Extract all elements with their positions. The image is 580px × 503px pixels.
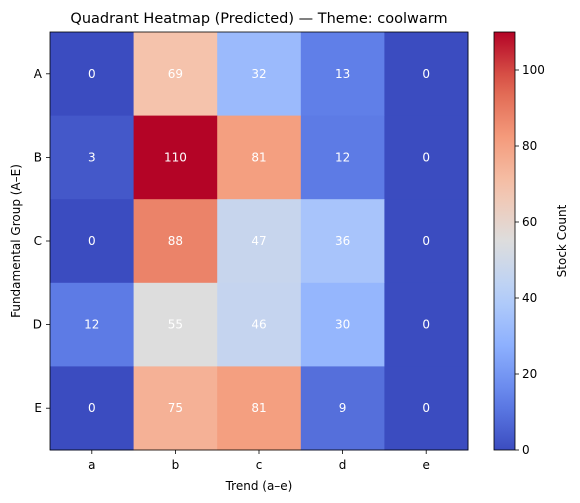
heatmap-cell-A-e bbox=[384, 32, 469, 117]
cell-value-label: 9 bbox=[339, 401, 347, 415]
chart-title: Quadrant Heatmap (Predicted) — Theme: co… bbox=[70, 11, 447, 27]
y-tick-label: A bbox=[34, 67, 43, 81]
heatmap-cell-C-e bbox=[384, 199, 469, 284]
colorbar-tick-label: 0 bbox=[522, 443, 530, 457]
cell-value-label: 0 bbox=[422, 401, 430, 415]
heatmap-cell-E-c bbox=[217, 366, 302, 451]
cell-value-label: 32 bbox=[251, 67, 266, 81]
x-tick-label: d bbox=[339, 458, 347, 472]
cell-value-label: 0 bbox=[422, 318, 430, 332]
heatmap-cell-labels: 0 69 32 13 0 3 110 81 12 0 0 88 47 36 0 12 55 46 30 0 0 75 81 9… bbox=[84, 67, 430, 415]
heatmap-cell-B-e bbox=[384, 115, 469, 200]
heatmap-cell-E-e bbox=[384, 366, 469, 451]
heatmap-cell-A-d bbox=[300, 32, 385, 117]
colorbar-tick-label: 80 bbox=[522, 139, 537, 153]
heatmap-cell-D-c bbox=[217, 282, 302, 367]
colorbar-tick-label: 40 bbox=[522, 291, 537, 305]
cell-value-label: 110 bbox=[164, 150, 187, 164]
cell-value-label: 0 bbox=[422, 150, 430, 164]
colorbar-axis: 0 20 40 60 80 100 bbox=[515, 63, 545, 457]
colorbar-tick-label: 20 bbox=[522, 367, 537, 381]
cell-value-label: 0 bbox=[422, 67, 430, 81]
y-axis: A B C D E bbox=[33, 67, 50, 415]
heatmap-cells bbox=[50, 32, 469, 451]
heatmap-cell-C-b bbox=[133, 199, 218, 284]
heatmap-cell-D-a bbox=[50, 282, 135, 367]
cell-value-label: 47 bbox=[251, 234, 266, 248]
heatmap-cell-B-d bbox=[300, 115, 385, 200]
y-tick-label: B bbox=[34, 150, 42, 164]
heatmap-cell-D-e bbox=[384, 282, 469, 367]
colorbar-tick-label: 60 bbox=[522, 215, 537, 229]
cell-value-label: 81 bbox=[251, 150, 266, 164]
heatmap-cell-A-a bbox=[50, 32, 135, 117]
heatmap-cell-A-c bbox=[217, 32, 302, 117]
y-tick-label: C bbox=[34, 234, 42, 248]
cell-value-label: 88 bbox=[168, 234, 183, 248]
heatmap-cell-E-a bbox=[50, 366, 135, 451]
heatmap-cell-E-b bbox=[133, 366, 218, 451]
x-tick-label: a bbox=[88, 458, 95, 472]
cell-value-label: 3 bbox=[88, 150, 96, 164]
cell-value-label: 69 bbox=[168, 67, 183, 81]
heatmap-cell-B-c bbox=[217, 115, 302, 200]
cell-value-label: 81 bbox=[251, 401, 266, 415]
cell-value-label: 55 bbox=[168, 318, 183, 332]
x-tick-label: c bbox=[256, 458, 263, 472]
heatmap-cell-C-a bbox=[50, 199, 135, 284]
heatmap-cell-C-c bbox=[217, 199, 302, 284]
cell-value-label: 0 bbox=[88, 234, 96, 248]
cell-value-label: 36 bbox=[335, 234, 350, 248]
heatmap-cell-C-d bbox=[300, 199, 385, 284]
cell-value-label: 0 bbox=[88, 401, 96, 415]
heatmap-cell-A-b bbox=[133, 32, 218, 117]
cell-value-label: 30 bbox=[335, 318, 350, 332]
y-axis-label: Fundamental Group (A–E) bbox=[9, 164, 23, 318]
x-axis-label: Trend (a–e) bbox=[225, 479, 293, 493]
cell-value-label: 12 bbox=[335, 150, 350, 164]
cell-value-label: 75 bbox=[168, 401, 183, 415]
cell-value-label: 13 bbox=[335, 67, 350, 81]
x-tick-label: e bbox=[423, 458, 430, 472]
x-tick-label: b bbox=[172, 458, 180, 472]
colorbar-tick-label: 100 bbox=[522, 63, 545, 77]
heatmap-cell-B-b bbox=[133, 115, 218, 200]
cell-value-label: 0 bbox=[422, 234, 430, 248]
cell-value-label: 12 bbox=[84, 318, 99, 332]
y-tick-label: D bbox=[33, 318, 42, 332]
y-tick-label: E bbox=[34, 401, 42, 415]
colorbar bbox=[493, 31, 516, 451]
cell-value-label: 46 bbox=[251, 318, 266, 332]
x-axis: a b c d e bbox=[88, 450, 430, 472]
cell-value-label: 0 bbox=[88, 67, 96, 81]
heatmap-cell-D-d bbox=[300, 282, 385, 367]
colorbar-label: Stock Count bbox=[555, 204, 569, 277]
heatmap-cell-B-a bbox=[50, 115, 135, 200]
heatmap-cell-D-b bbox=[133, 282, 218, 367]
heatmap-cell-E-d bbox=[300, 366, 385, 451]
